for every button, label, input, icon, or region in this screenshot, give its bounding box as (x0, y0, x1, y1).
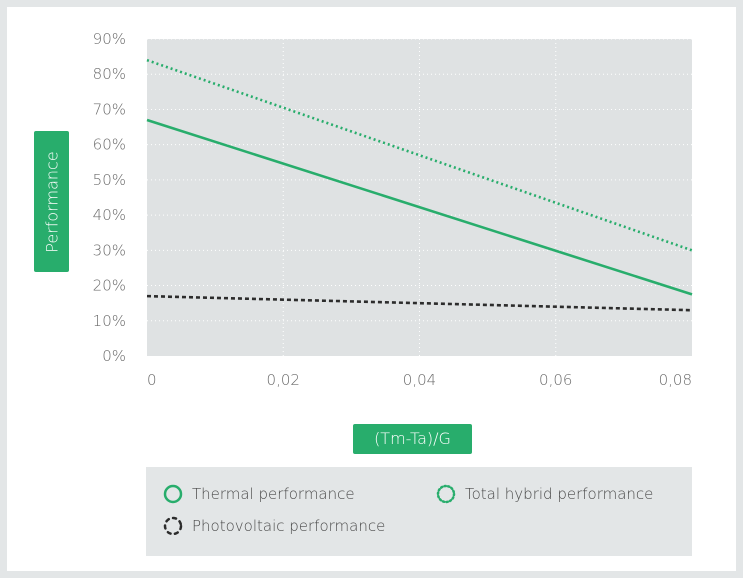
y-tick-label: 30% (93, 241, 126, 259)
y-tick-label: 10% (93, 312, 126, 330)
x-tick-label: 0,04 (403, 371, 436, 389)
legend-label: Total hybrid performance (465, 485, 654, 503)
y-axis-label: Performance (42, 150, 61, 253)
y-axis-ticks: 0% 10% 20% 30% 40% 50% 60% 70% 80% 90% (93, 30, 126, 365)
legend-item-photovoltaic: Photovoltaic performance (163, 516, 385, 536)
legend-item-thermal: Thermal performance (163, 484, 355, 504)
y-tick-label: 90% (93, 30, 126, 48)
y-tick-label: 70% (93, 100, 126, 118)
series-line-thermal (146, 118, 693, 296)
legend-item-total-hybrid: Total hybrid performance (436, 484, 653, 504)
legend: Thermal performance Total hybrid perform… (146, 467, 692, 556)
dotted-circle-icon (436, 484, 456, 504)
y-tick-label: 50% (93, 171, 126, 189)
legend-label: Photovoltaic performance (192, 517, 386, 535)
y-tick-label: 40% (93, 206, 126, 224)
x-tick-label: 0,02 (267, 371, 300, 389)
y-tick-label: 0% (102, 347, 126, 365)
y-axis-label-box: Performance (34, 131, 69, 272)
y-tick-label: 20% (93, 277, 126, 295)
series-line-total-hybrid (146, 58, 693, 252)
solid-circle-icon (163, 484, 183, 504)
x-axis-ticks: 0 0,02 0,04 0,06 0,08 (147, 371, 692, 389)
dashed-circle-icon (163, 516, 183, 536)
x-axis-label: (Tm-Ta)/G (353, 424, 472, 454)
series-lines (146, 58, 693, 312)
x-tick-label: 0,06 (539, 371, 572, 389)
y-tick-label: 60% (93, 136, 126, 154)
gridlines (147, 38, 692, 356)
legend-label: Thermal performance (192, 485, 355, 503)
x-tick-label: 0,08 (659, 371, 692, 389)
x-tick-label: 0 (147, 371, 157, 389)
y-tick-label: 80% (93, 65, 126, 83)
